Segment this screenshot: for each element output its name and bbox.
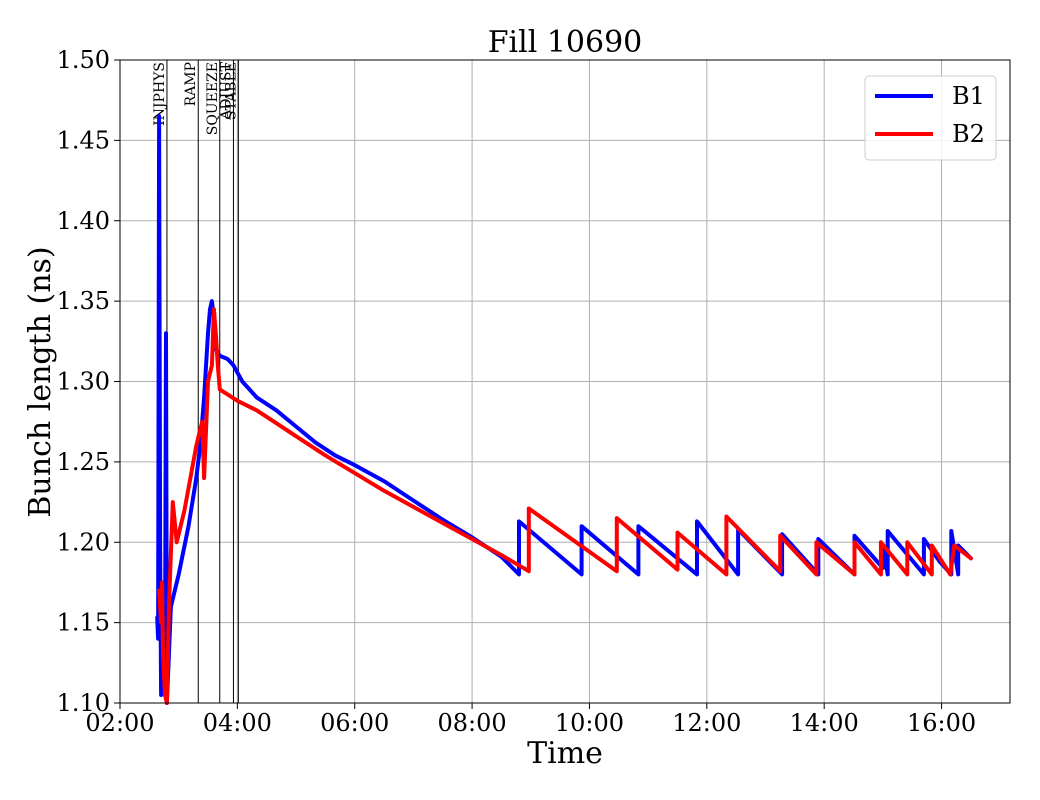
y-axis-label: Bunch length (ns) <box>23 246 58 517</box>
y-tick-label: 1.45 <box>57 126 110 154</box>
phase-label-adjust: ADJUST <box>218 61 234 120</box>
legend-label-b1: B1 <box>952 82 985 110</box>
x-tick-label: 14:00 <box>790 709 859 737</box>
series-lines <box>155 114 973 705</box>
x-tick-label: 06:00 <box>320 709 389 737</box>
y-tick-label: 1.30 <box>57 368 110 396</box>
x-tick-label: 08:00 <box>438 709 507 737</box>
y-tick-label: 1.35 <box>57 287 110 315</box>
phase-label-ramp: RAMP <box>183 62 199 106</box>
x-tick-label: 04:00 <box>203 709 272 737</box>
series-line-b1 <box>155 114 973 705</box>
legend: B1 B2 <box>864 75 997 161</box>
axis-ticks: 02:00 04:00 06:00 08:00 10:00 12:00 14:00 16:00… <box>57 46 977 737</box>
x-tick-label: 16:00 <box>907 709 976 737</box>
y-tick-label: 1.50 <box>57 46 110 74</box>
series-line-b2 <box>157 307 973 705</box>
y-tick-label: 1.10 <box>57 689 110 717</box>
x-tick-label: 12:00 <box>672 709 741 737</box>
x-tick-label: 10:00 <box>555 709 624 737</box>
y-tick-label: 1.25 <box>57 448 110 476</box>
y-tick-label: 1.20 <box>57 528 110 556</box>
y-tick-label: 1.40 <box>57 207 110 235</box>
phase-label-injphys: INJPHYS <box>152 62 168 126</box>
x-tick-label: 02:00 <box>85 709 154 737</box>
legend-label-b2: B2 <box>952 120 985 148</box>
phase-label-squeeze: SQUEEZE <box>205 62 221 135</box>
chart-title: Fill 10690 <box>488 25 643 60</box>
y-tick-label: 1.15 <box>57 609 110 637</box>
phase-label-stable: STABLE <box>223 62 239 120</box>
x-axis-label: Time <box>527 736 603 771</box>
